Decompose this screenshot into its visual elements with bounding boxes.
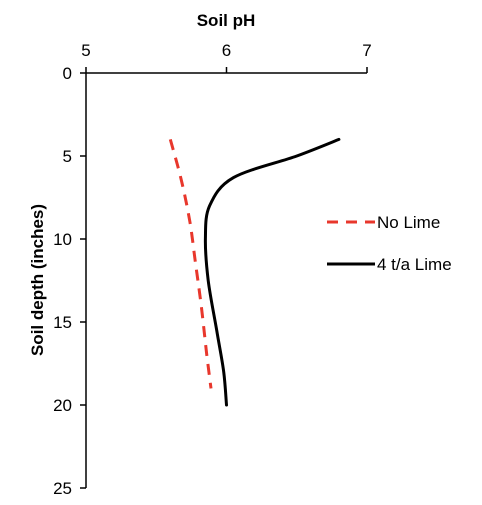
x-tick-label: 6 [222, 41, 231, 60]
y-tick-label: 15 [53, 313, 72, 332]
legend: No Lime 4 t/a Lime [327, 213, 452, 274]
x-tick-label: 7 [362, 41, 371, 60]
legend-label-no-lime: No Lime [377, 213, 440, 232]
x-tick-label: 5 [81, 41, 90, 60]
series-layer [168, 137, 341, 407]
y-tick-label: 10 [53, 230, 72, 249]
series-line-4-t-a-lime [203, 137, 341, 407]
y-tick-label: 5 [63, 147, 72, 166]
y-tick-label: 0 [63, 64, 72, 83]
y-axis-title: Soil depth (inches) [28, 204, 47, 356]
x-axis-title: Soil pH [197, 11, 256, 30]
y-tick-label: 25 [53, 479, 72, 498]
series-line-no-lime [168, 139, 213, 389]
legend-label-4-t-a-lime: 4 t/a Lime [377, 255, 452, 274]
y-tick-label: 20 [53, 396, 72, 415]
